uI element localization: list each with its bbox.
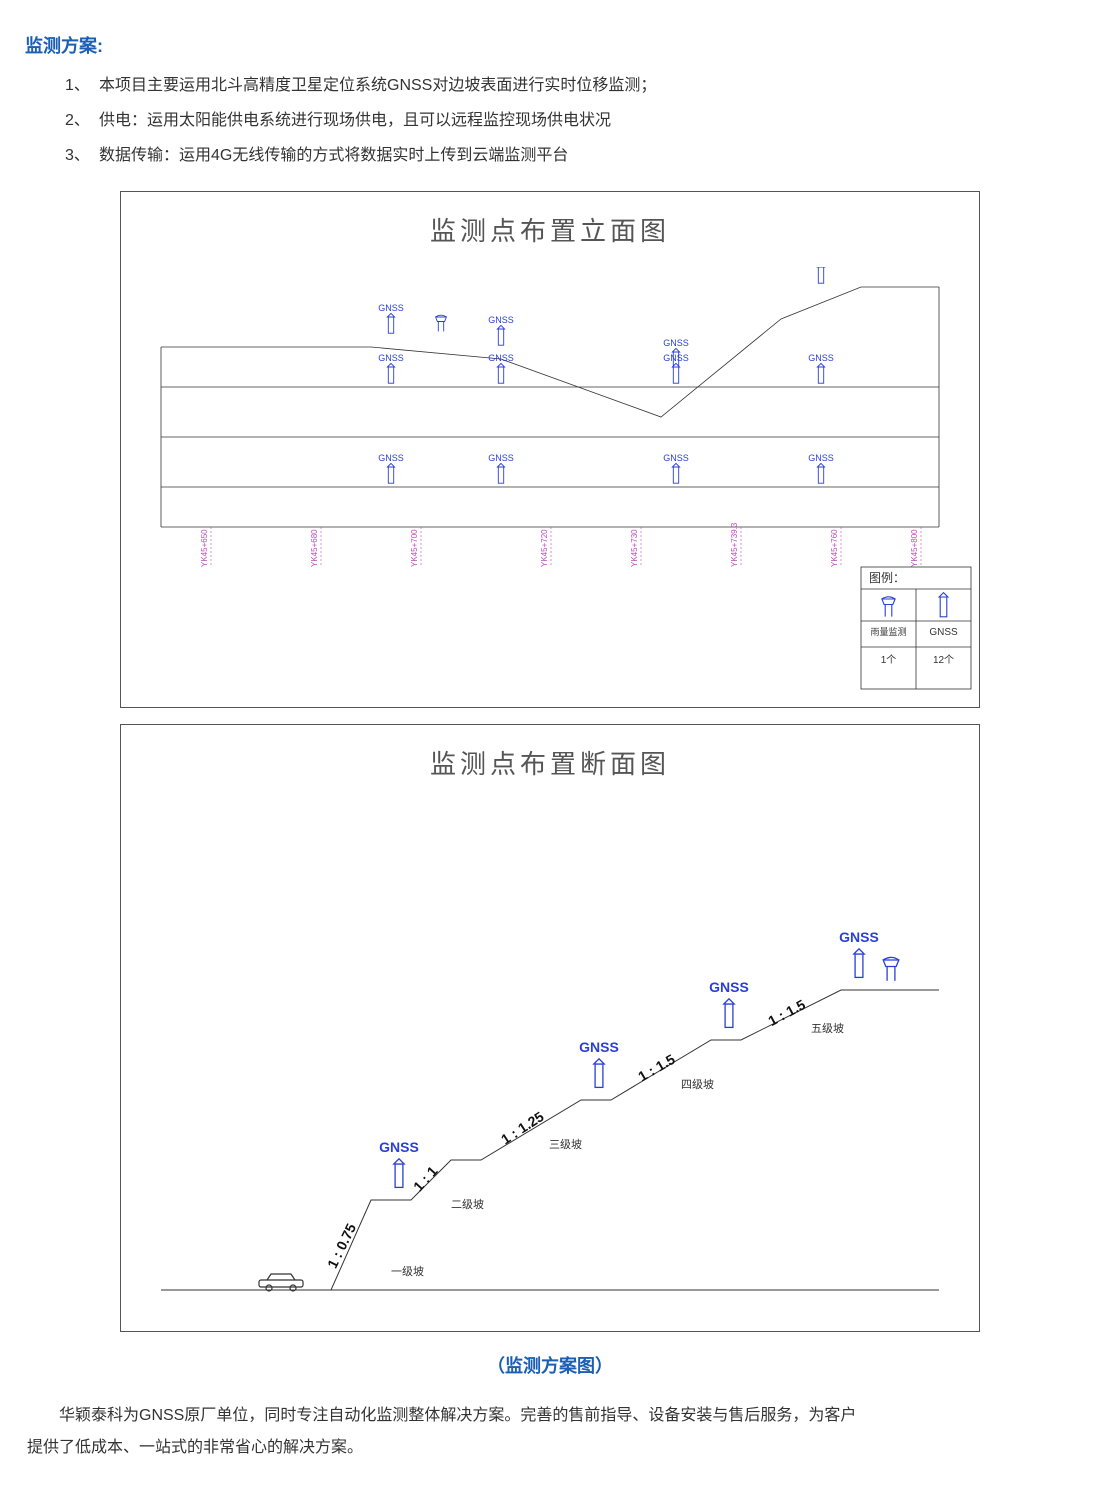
svg-text:YK45+650: YK45+650 [200, 528, 209, 566]
svg-text:1 : 1: 1 : 1 [410, 1163, 441, 1195]
svg-text:1 : 1.25: 1 : 1.25 [498, 1108, 547, 1147]
svg-text:1 : 0.75: 1 : 0.75 [324, 1221, 359, 1271]
svg-text:YK45+730: YK45+730 [630, 528, 639, 566]
footer-text: 华颖泰科为GNSS原厂单位，同时专注自动化监测整体解决方案。完善的售前指导、设备… [25, 1400, 1075, 1464]
svg-text:GNSS: GNSS [663, 338, 689, 348]
svg-text:GNSS: GNSS [663, 453, 689, 463]
footer-line1: 华颖泰科为GNSS原厂单位，同时专注自动化监测整体解决方案。完善的售前指导、设备… [59, 1407, 856, 1424]
plan-list: 1、本项目主要运用北斗高精度卫星定位系统GNSS对边坡表面进行实时位移监测； 2、… [25, 72, 1075, 170]
svg-text:GNSS: GNSS [488, 353, 514, 363]
footer-line2: 提供了低成本、一站式的非常省心的解决方案。 [27, 1439, 363, 1456]
elevation-svg-wrap: GNSS GNSS GNSS GNSS GNSS GNSS GNSS GNSS GNSS GNSS… [121, 267, 979, 708]
svg-text:YK45+700: YK45+700 [410, 528, 419, 566]
svg-text:GNSS: GNSS [808, 353, 834, 363]
section-title: 监测方案: [25, 30, 1075, 62]
svg-text:GNSS: GNSS [488, 315, 514, 325]
section-svg-wrap: GNSS GNSS GNSS GNSS 1 : 0.75 1 : 1 1 : 1.25 1 :… [121, 800, 979, 1331]
section-diagram-title: 监测点布置断面图 [121, 725, 979, 800]
svg-text:GNSS: GNSS [378, 453, 404, 463]
svg-text:五级坡: 五级坡 [811, 1022, 844, 1035]
section-diagram: 监测点布置断面图 GNSS GNSS GNSS GNSS 1 : 0.75 1 : 1 1 … [120, 724, 980, 1332]
svg-text:12个: 12个 [933, 654, 954, 666]
svg-text:YK45+760: YK45+760 [830, 528, 839, 566]
svg-text:三级坡: 三级坡 [549, 1138, 582, 1151]
svg-text:雨量监测: 雨量监测 [870, 626, 906, 637]
svg-text:1 : 1.5: 1 : 1.5 [765, 996, 808, 1029]
svg-text:四级坡: 四级坡 [681, 1078, 714, 1091]
plan-item: 1、本项目主要运用北斗高精度卫星定位系统GNSS对边坡表面进行实时位移监测； [65, 72, 1075, 101]
elevation-diagram-title: 监测点布置立面图 [121, 192, 979, 267]
elevation-diagram: 监测点布置立面图 GNSSGNSSGNSSGNSSGNSSGNSSGNSSGNS… [120, 191, 980, 709]
svg-text:GNSS: GNSS [839, 929, 879, 945]
svg-text:GNSS: GNSS [579, 1039, 619, 1055]
diagram-caption: （监测方案图） [25, 1350, 1075, 1382]
svg-text:GNSS: GNSS [378, 303, 404, 313]
svg-text:GNSS: GNSS [488, 453, 514, 463]
svg-text:GNSS: GNSS [378, 353, 404, 363]
plan-item: 3、数据传输：运用4G无线传输的方式将数据实时上传到云端监测平台 [65, 142, 1075, 171]
svg-text:YK45+680: YK45+680 [310, 528, 319, 566]
svg-text:YK45+720: YK45+720 [540, 528, 549, 566]
svg-text:图例：: 图例： [869, 571, 905, 585]
svg-text:GNSS: GNSS [379, 1139, 419, 1155]
svg-text:GNSS: GNSS [929, 627, 958, 638]
svg-text:GNSS: GNSS [808, 453, 834, 463]
svg-text:1个: 1个 [881, 654, 897, 666]
svg-text:YK45+739.3: YK45+739.3 [730, 522, 739, 567]
svg-text:1 : 1.5: 1 : 1.5 [635, 1051, 678, 1085]
svg-text:YK45+800: YK45+800 [910, 528, 919, 566]
svg-text:二级坡: 二级坡 [451, 1198, 484, 1211]
svg-text:GNSS: GNSS [709, 979, 749, 995]
plan-item: 2、供电：运用太阳能供电系统进行现场供电，且可以远程监控现场供电状况 [65, 107, 1075, 136]
svg-text:一级坡: 一级坡 [391, 1265, 424, 1278]
svg-text:GNSS: GNSS [663, 353, 689, 363]
